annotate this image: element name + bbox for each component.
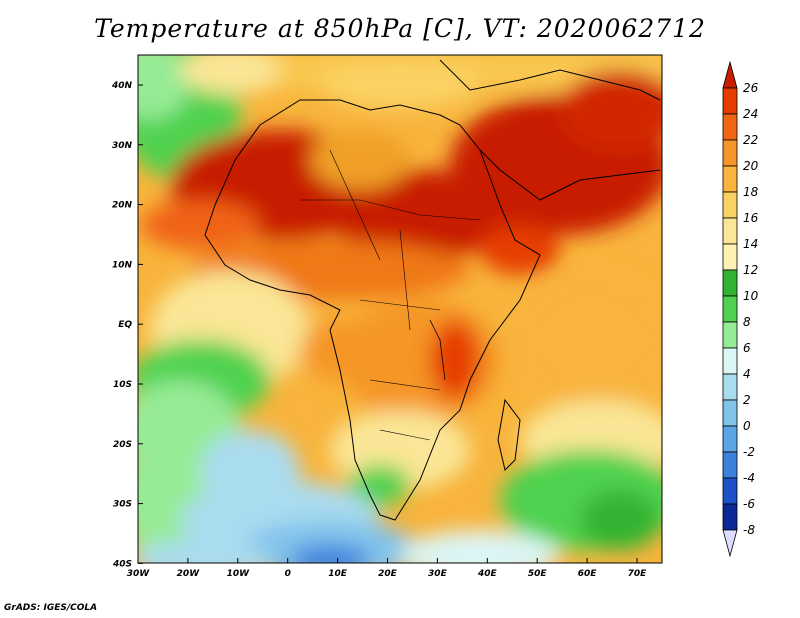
colorbar-segment (722, 191, 738, 219)
longitude-ticks: 30W 20W 10W 0 10E 20E 30E 40E 50E 60E 70E (127, 558, 647, 579)
colorbar-label: 6 (743, 341, 751, 355)
colorbar-segment (722, 321, 738, 349)
colorbar-segment (722, 60, 738, 89)
colorbar-segment (722, 425, 738, 453)
colorbar-label: 4 (743, 367, 751, 381)
colorbar-label: 24 (743, 107, 758, 121)
footer-credit: GrADS: IGES/COLA (4, 603, 98, 613)
colorbar-segment (722, 451, 738, 479)
colorbar-label: 0 (743, 419, 751, 433)
coastline (204, 59, 661, 521)
colorbar-label: -4 (743, 471, 755, 485)
lon-label: 20W (177, 569, 201, 579)
colorbar-segment (722, 165, 738, 193)
lon-label: 40E (477, 569, 498, 579)
lat-label: 30N (112, 141, 133, 151)
plot-frame (137, 54, 663, 564)
colorbar-label: 12 (743, 263, 758, 277)
colorbar-segment (722, 217, 738, 245)
colorbar-label: 16 (743, 211, 759, 225)
colorbar-segment (722, 87, 738, 115)
colorbar-label: 26 (743, 81, 759, 95)
colorbar-segment (722, 399, 738, 427)
lon-label: 50E (528, 569, 548, 579)
colorbar-segment (722, 269, 738, 297)
colorbar-label: 14 (743, 237, 758, 251)
colorbar-label: 8 (743, 315, 751, 329)
colorbar-segment (722, 477, 738, 505)
colorbar-label: 10 (743, 289, 759, 303)
colorbar-label: 22 (743, 133, 758, 147)
lat-label: 20N (112, 201, 133, 211)
lon-label: 70E (628, 569, 648, 579)
colorbar-segment (722, 347, 738, 375)
lat-label: 40N (111, 81, 133, 91)
colorbar-label: 2 (743, 393, 751, 407)
lat-label: 10N (112, 260, 133, 270)
lon-label: 30W (127, 569, 151, 579)
colorbar-label: -8 (743, 523, 755, 537)
lat-label: 30S (113, 500, 132, 510)
colorbar-label: 18 (743, 185, 759, 199)
lat-label: 10S (113, 380, 132, 390)
colorbar-segment (722, 243, 738, 271)
map-title: Temperature at 850hPa [C], VT: 202006271… (94, 14, 706, 43)
lon-label: 60E (578, 569, 598, 579)
lat-label: EQ (118, 320, 132, 330)
lat-label: 20S (113, 440, 132, 450)
colorbar-segment (722, 113, 738, 141)
colorbar-label: -6 (743, 497, 755, 511)
lat-label: 40S (112, 559, 132, 569)
colorbar-segment (722, 503, 738, 531)
colorbar-segment (722, 295, 738, 323)
colorbar-label: -2 (743, 445, 755, 459)
lon-label: 20E (378, 569, 398, 579)
lon-label: 0 (285, 569, 291, 579)
lon-label: 10W (227, 569, 251, 579)
lon-label: 10E (328, 569, 348, 579)
colorbar-segment (722, 529, 738, 558)
latitude-ticks: 40N 30N 20N 10N EQ 10S 20S 30S 40S (111, 81, 143, 569)
colorbar-segment (722, 373, 738, 401)
lon-label: 30E (428, 569, 448, 579)
colorbar-label: 20 (743, 159, 759, 173)
colorbar-segment (722, 139, 738, 167)
temperature-field (138, 55, 662, 563)
